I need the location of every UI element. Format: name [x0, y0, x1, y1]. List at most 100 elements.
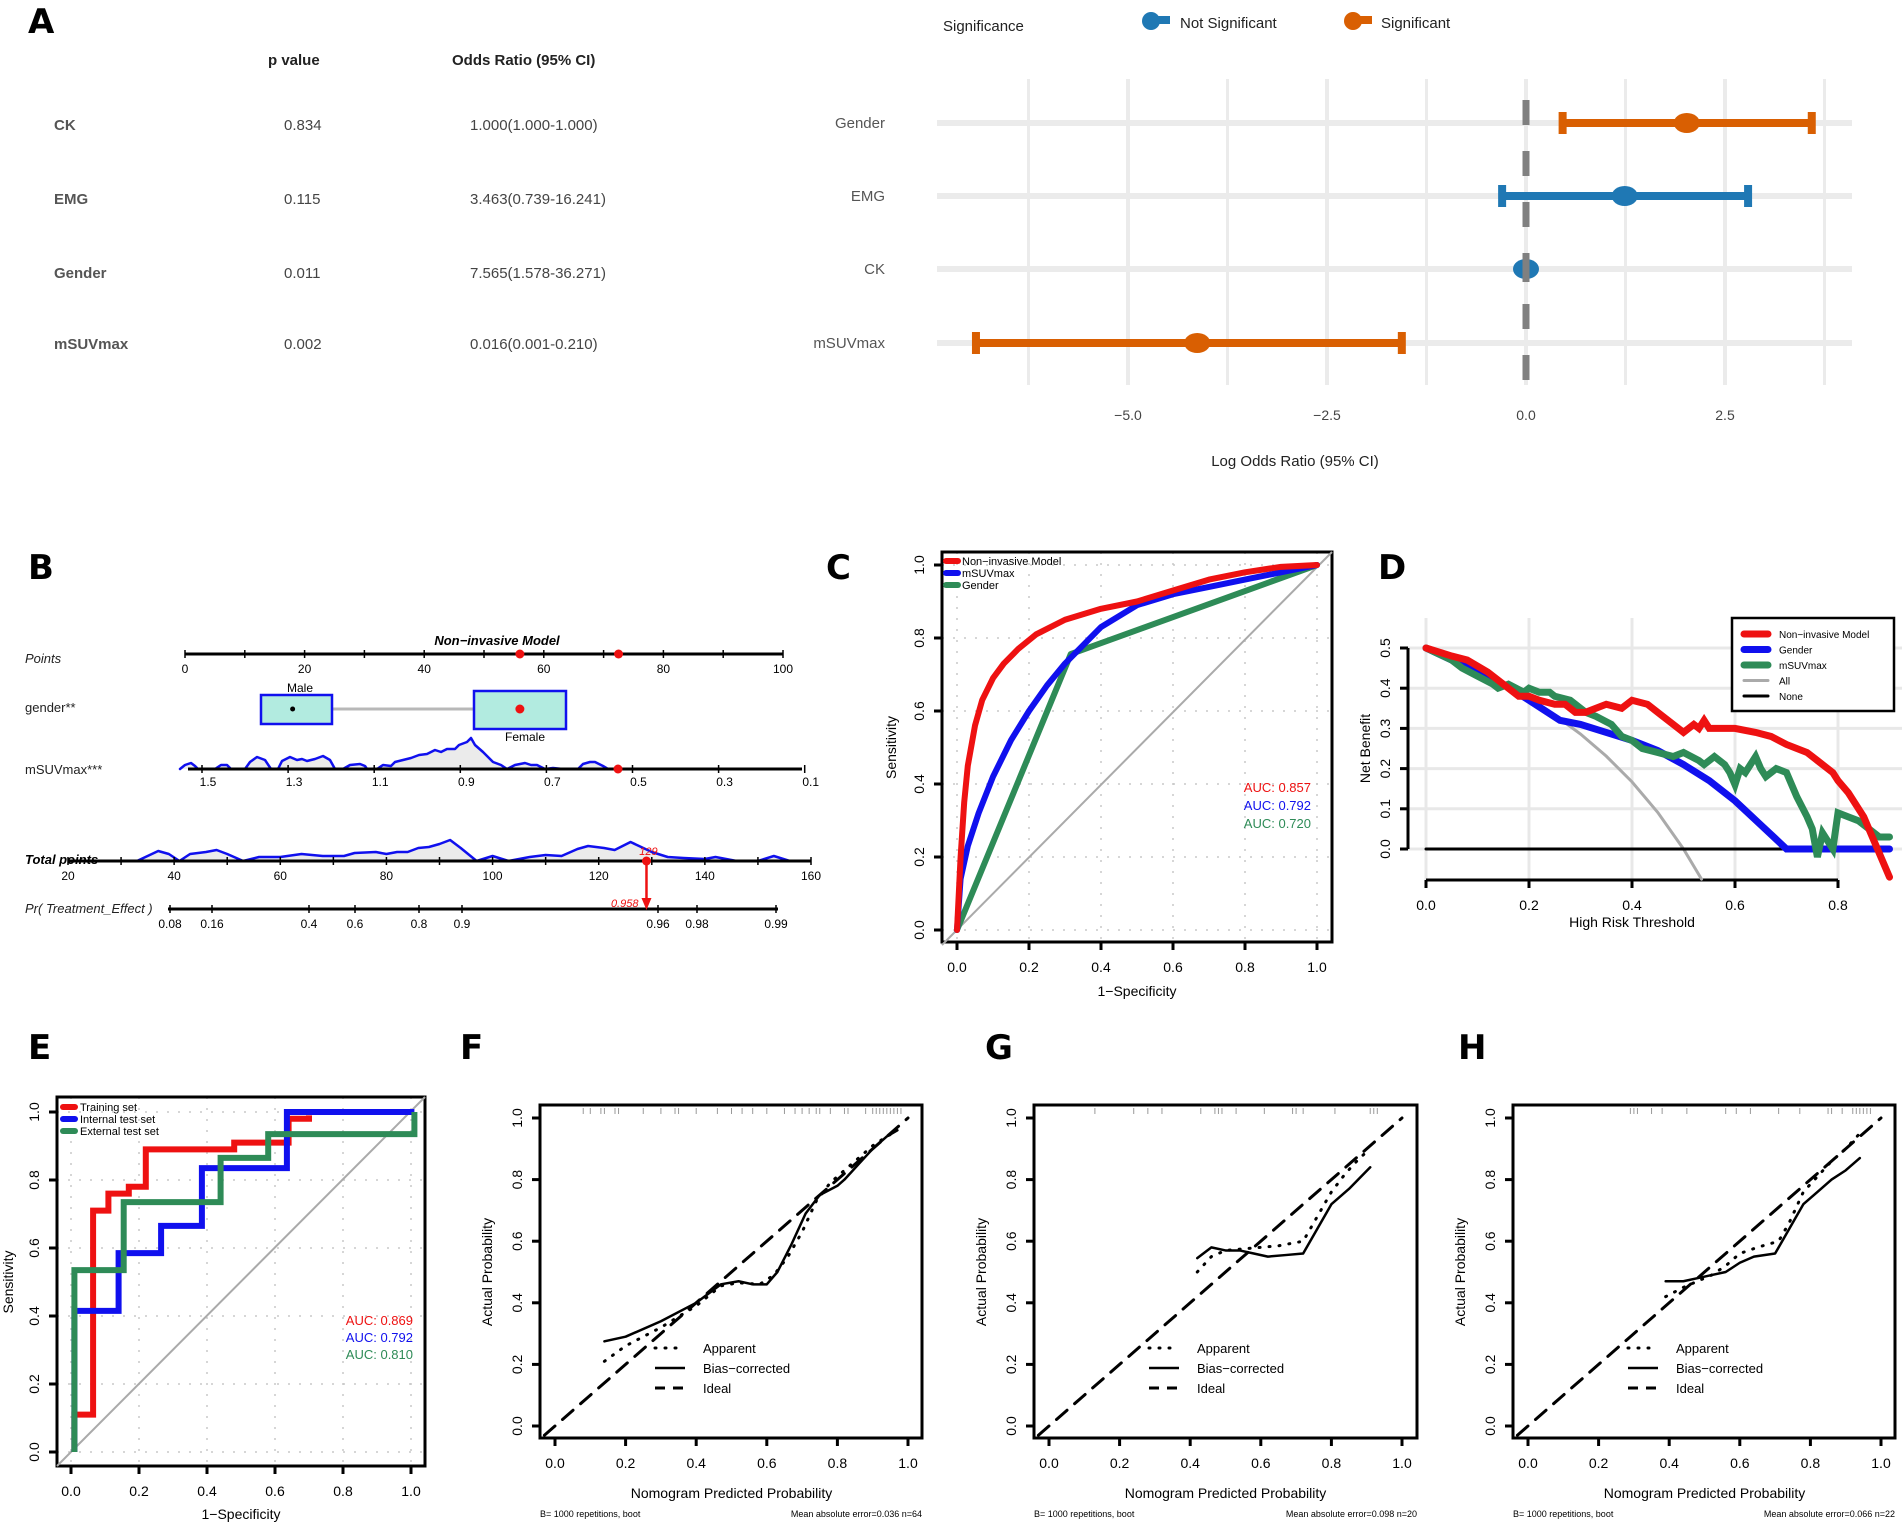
forest-row-label: mSUVmax: [813, 335, 885, 352]
tick-label: 20: [298, 662, 312, 676]
decision-curve-green: [1422, 644, 1893, 859]
footer-bootstrap: B= 1000 repetitions, boot: [1513, 1509, 1614, 1519]
tick-label: 1.3: [286, 775, 303, 789]
tick-label: 20: [61, 869, 75, 883]
legend-label: Bias−corrected: [703, 1361, 790, 1376]
total-points-marker-label: 129: [639, 846, 657, 858]
auc-label: AUC: 0.869: [346, 1313, 413, 1328]
not-significant-legend-icon: [1142, 12, 1170, 30]
y-tick-label: 1.0: [26, 1102, 42, 1122]
panel-label-d: D: [1378, 548, 1407, 588]
y-tick-label: 0.2: [911, 847, 927, 867]
tick-label: 60: [537, 662, 551, 676]
decision-curve-red: [1422, 644, 1893, 881]
tick-label: 120: [589, 869, 609, 883]
table-cell-p-value: 0.011: [284, 265, 321, 282]
legend-label: Gender: [962, 580, 999, 592]
x-tick-label: 0.8: [1828, 897, 1848, 913]
tick-label: 0.1: [802, 775, 819, 789]
y-tick-label: 0.0: [911, 920, 927, 940]
y-tick-label: 0.2: [509, 1354, 525, 1374]
tick-label: 0.8: [411, 917, 428, 931]
legend-label: Bias−corrected: [1197, 1361, 1284, 1376]
auc-label: AUC: 0.810: [346, 1347, 413, 1362]
y-tick-label: 0.6: [509, 1231, 525, 1251]
calibration-solid: [1196, 1166, 1372, 1260]
axis-label-msuvmax: mSUVmax***: [25, 762, 102, 777]
y-tick-label: 0.4: [911, 774, 927, 794]
total-points-marker: [641, 856, 651, 866]
table-cell-variable: CK: [54, 117, 76, 134]
msuvmax-density-fill: [180, 738, 608, 769]
x-tick-label: 0.0: [947, 959, 967, 975]
point-estimate: [1673, 113, 1700, 133]
footer-bootstrap: B= 1000 repetitions, boot: [540, 1509, 641, 1519]
y-tick-label: 0.8: [1003, 1170, 1019, 1190]
auc-label: AUC: 0.792: [346, 1330, 413, 1345]
y-tick-label: 0.6: [911, 701, 927, 721]
legend-label: Apparent: [1197, 1341, 1250, 1356]
x-tick-label: 0.8: [1322, 1455, 1342, 1471]
category-label-male: Male: [287, 681, 313, 695]
x-tick-label: 0.6: [1163, 959, 1183, 975]
table-header-p-value: p value: [268, 52, 320, 69]
x-tick-label: 1.0: [401, 1483, 421, 1499]
x-tick-label: 0.2: [616, 1455, 636, 1471]
y-tick-label: 0.1: [1377, 799, 1393, 819]
y-tick-label: 0.3: [1377, 718, 1393, 738]
tick-label: 0.99: [764, 917, 788, 931]
y-tick-label: 0.2: [1003, 1354, 1019, 1374]
tick-label: 0.16: [200, 917, 224, 931]
reference-diagonal: [941, 551, 1333, 946]
male-marker: [290, 706, 296, 712]
plot-frame: [940, 550, 1334, 944]
tick-label: 1.5: [200, 775, 217, 789]
tick-label: 0.08: [158, 917, 182, 931]
x-tick-label: 0.2: [129, 1483, 149, 1499]
y-tick-label: 0.4: [509, 1293, 525, 1313]
tick-label: 1.1: [372, 775, 389, 789]
roc-step-blue: [71, 1109, 415, 1452]
y-tick-label: 0.0: [509, 1416, 525, 1436]
table-cell-p-value: 0.002: [284, 336, 322, 353]
x-tick-label: 0.6: [757, 1455, 777, 1471]
legend-label: Ideal: [1676, 1381, 1704, 1396]
tick-label: 0.4: [301, 917, 318, 931]
tick-label: 100: [773, 662, 793, 676]
panel-label-e: E: [28, 1028, 52, 1068]
x-tick-label: 0.2: [1519, 897, 1539, 913]
roc-curve-blue: [954, 562, 1320, 933]
x-axis-title: High Risk Threshold: [1569, 914, 1695, 930]
footer-mean-error: Mean absolute error=0.036 n=64: [791, 1509, 922, 1519]
y-tick-label: 1.0: [911, 555, 927, 575]
y-tick-label: 0.4: [26, 1306, 42, 1326]
x-tick-label: 0.6: [265, 1483, 285, 1499]
ci-cap-lower: [1498, 185, 1507, 207]
calibration-dotted: [1195, 1147, 1372, 1274]
table-cell-variable: mSUVmax: [54, 336, 129, 353]
point-estimate: [1611, 186, 1638, 206]
tick-label: 140: [695, 869, 715, 883]
x-tick-label: 0.6: [1730, 1455, 1750, 1471]
y-tick-label: 0.0: [1377, 839, 1393, 859]
plot-frame: [538, 1103, 924, 1440]
x-tick-label: 1.0: [898, 1455, 918, 1471]
y-axis-title: Net Benefit: [1357, 714, 1373, 783]
y-tick-label: 0.5: [1377, 638, 1393, 658]
legend-label: Apparent: [703, 1341, 756, 1356]
x-tick-label: 0.0: [61, 1483, 81, 1499]
table-cell-p-value: 0.115: [284, 191, 321, 208]
y-tick-label: 0.4: [1003, 1293, 1019, 1313]
calibration-solid: [603, 1129, 899, 1343]
points-marker: [614, 649, 624, 659]
y-tick-label: 1.0: [1482, 1108, 1498, 1128]
y-tick-label: 1.0: [509, 1108, 525, 1128]
legend-label-significant: Significant: [1381, 15, 1451, 32]
x-tick-label: 0.6: [1251, 1455, 1271, 1471]
table-cell-odds-ratio: 0.016(0.001-0.210): [470, 336, 598, 353]
calibration-dotted: [1664, 1131, 1862, 1299]
y-tick-label: 0.2: [26, 1374, 42, 1394]
table-cell-variable: EMG: [54, 191, 89, 208]
table-header-odds-ratio: Odds Ratio (95% CI): [452, 52, 596, 69]
tick-label: 0.5: [630, 775, 647, 789]
